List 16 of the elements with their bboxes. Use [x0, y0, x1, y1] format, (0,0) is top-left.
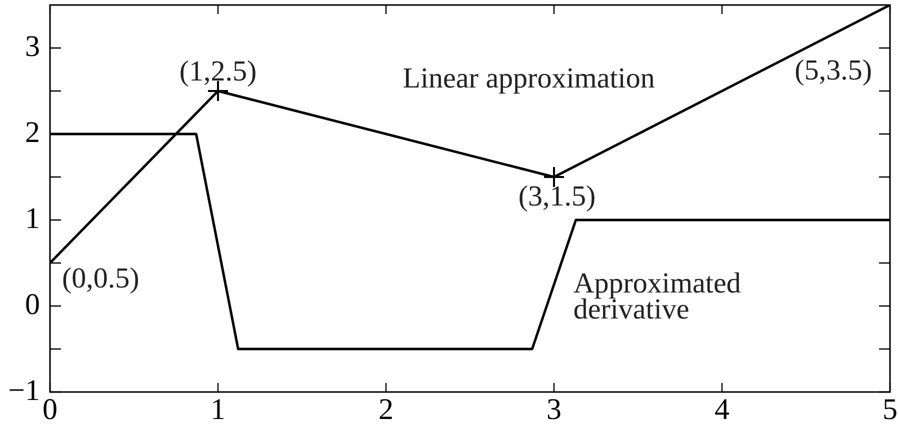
x-tick-label: 4 — [714, 392, 730, 426]
y-tick-label: 0 — [25, 288, 40, 321]
x-tick-label: 3 — [546, 392, 562, 426]
y-tick-label: 3 — [25, 30, 40, 63]
y-tick-label: 1 — [25, 202, 40, 235]
x-tick-label: 1 — [210, 392, 226, 426]
annotation: Approximated derivative — [573, 268, 742, 326]
y-tick-label: −1 — [8, 374, 40, 407]
annotation: Linear approximation — [402, 62, 656, 95]
y-tick-label: 2 — [25, 116, 40, 149]
annotation: (3,1.5) — [518, 180, 596, 213]
annotation: (5,3.5) — [794, 54, 872, 87]
annotation: (0,0.5) — [62, 262, 140, 295]
annotation: (1,2.5) — [179, 56, 257, 88]
x-tick-label: 2 — [378, 392, 394, 426]
x-tick-label: 5 — [882, 392, 898, 426]
